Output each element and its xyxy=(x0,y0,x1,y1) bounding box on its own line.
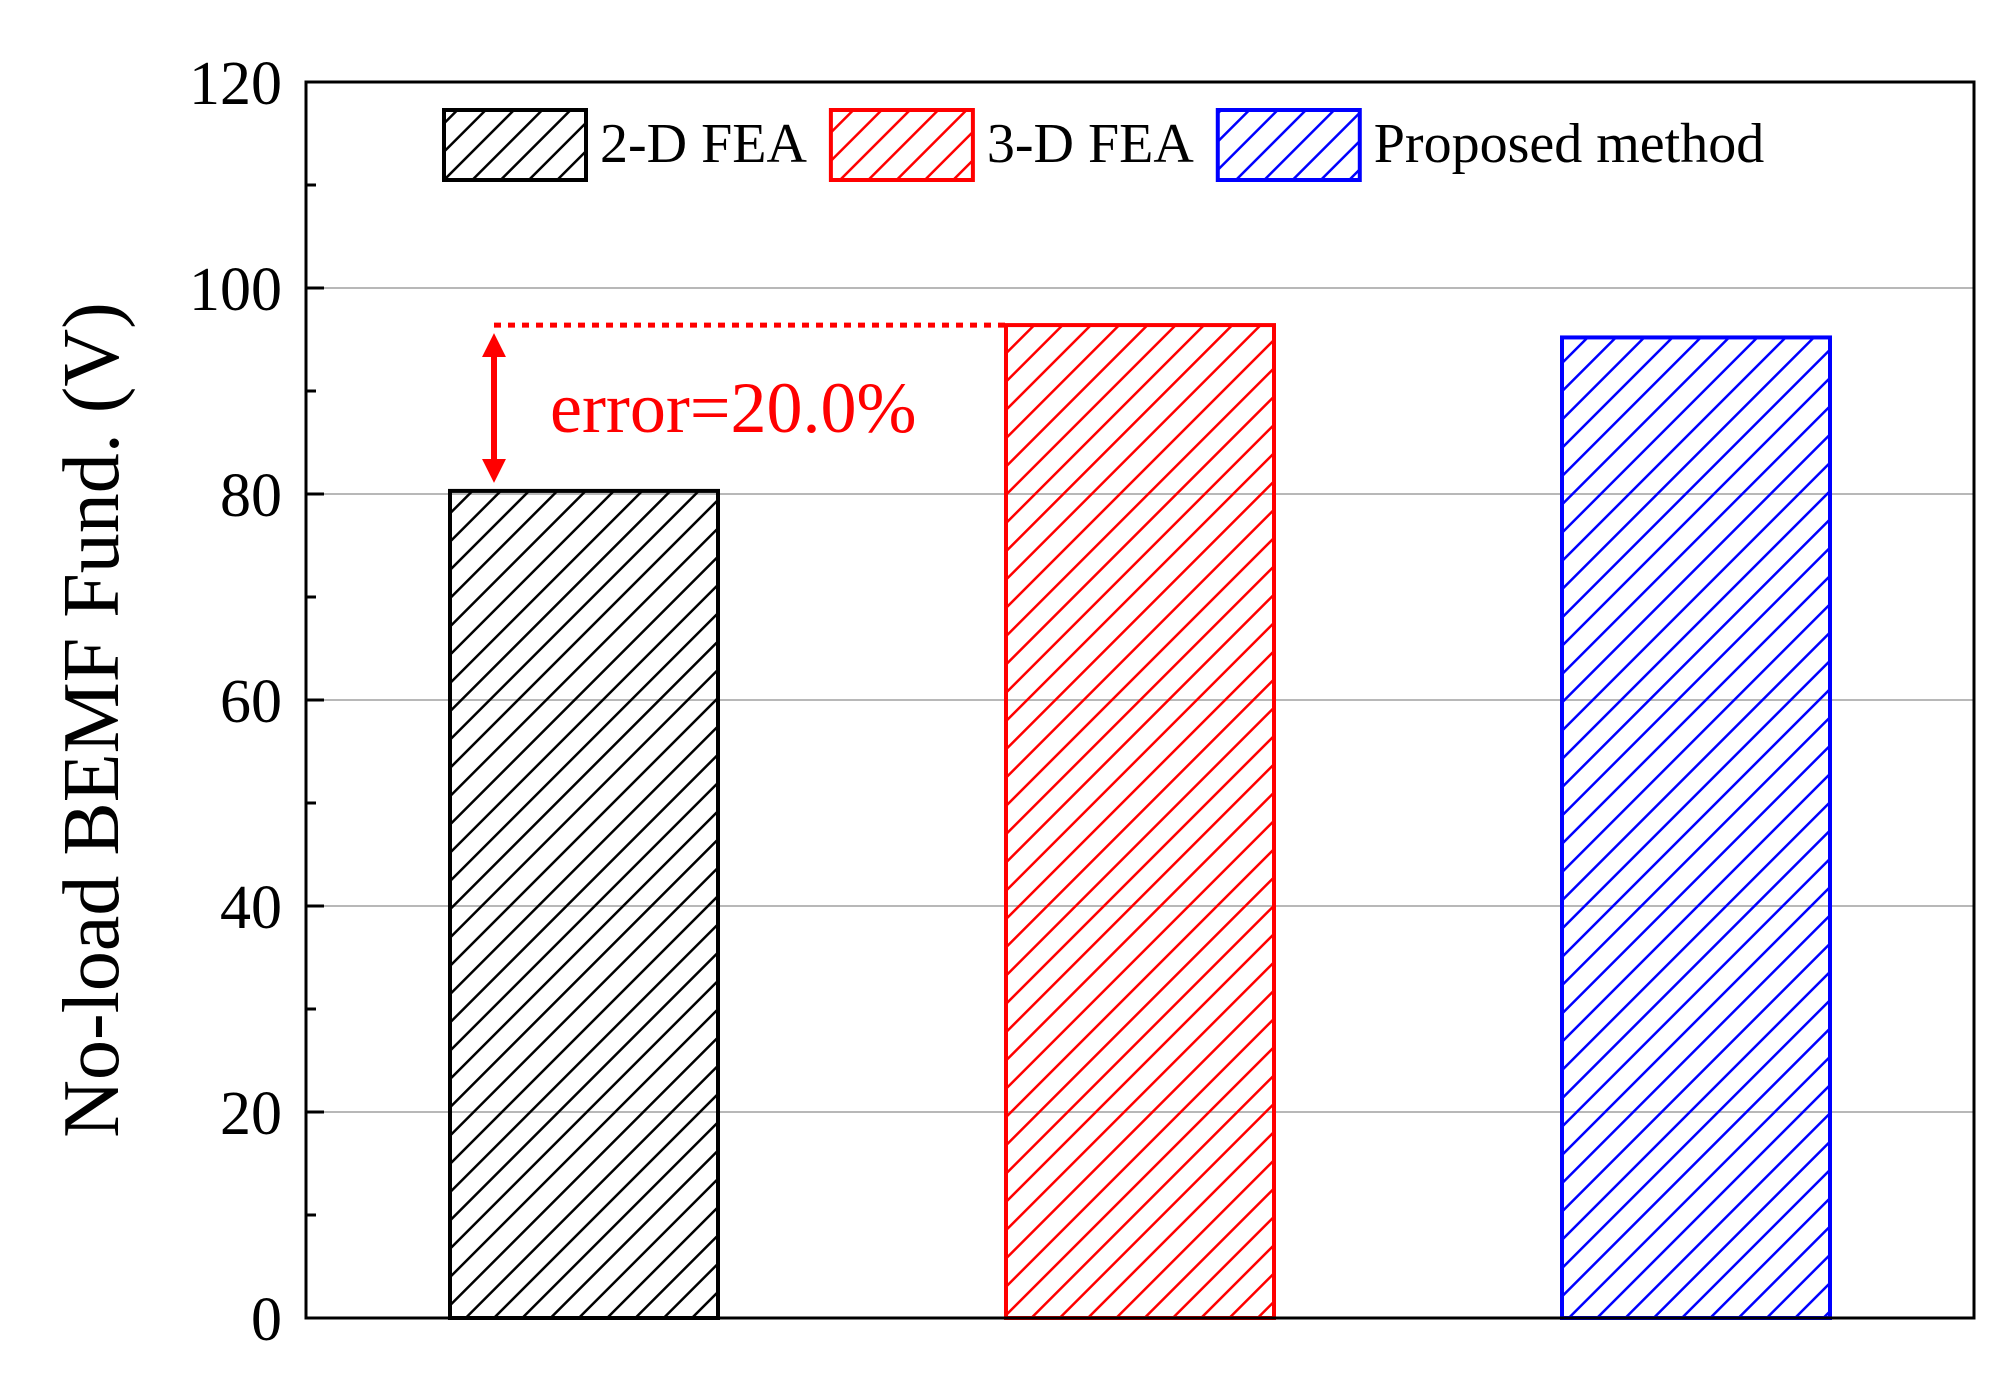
legend: 2-D FEA 3-D FEA Proposed method xyxy=(442,108,1764,182)
legend-label: 3-D FEA xyxy=(987,113,1194,175)
legend-swatch xyxy=(442,108,588,182)
bars xyxy=(448,323,1832,1321)
legend-swatch xyxy=(1215,108,1362,182)
y-tick-label: 40 xyxy=(220,874,282,942)
bar-2-d-fea xyxy=(448,488,720,1321)
y-tick-label: 100 xyxy=(189,256,282,324)
bar-3-d-fea xyxy=(1004,323,1276,1320)
y-tick-label: 20 xyxy=(220,1080,282,1148)
legend-label: Proposed method xyxy=(1374,113,1764,175)
y-tick-label: 120 xyxy=(189,50,282,118)
y-tick-label: 80 xyxy=(220,462,282,530)
y-tick-label: 0 xyxy=(251,1286,282,1354)
legend-swatch xyxy=(828,108,975,182)
bar-proposed-method xyxy=(1560,335,1832,1320)
y-axis-ticks: 0 20 40 60 80 100 120 xyxy=(189,50,324,1354)
legend-label: 2-D FEA xyxy=(600,113,807,175)
y-axis-label: No-load BEMF Fund. (V) xyxy=(48,302,136,1138)
error-annotation: error=20.0% xyxy=(482,322,1006,483)
y-tick-label: 60 xyxy=(220,668,282,736)
error-label: error=20.0% xyxy=(550,368,916,448)
